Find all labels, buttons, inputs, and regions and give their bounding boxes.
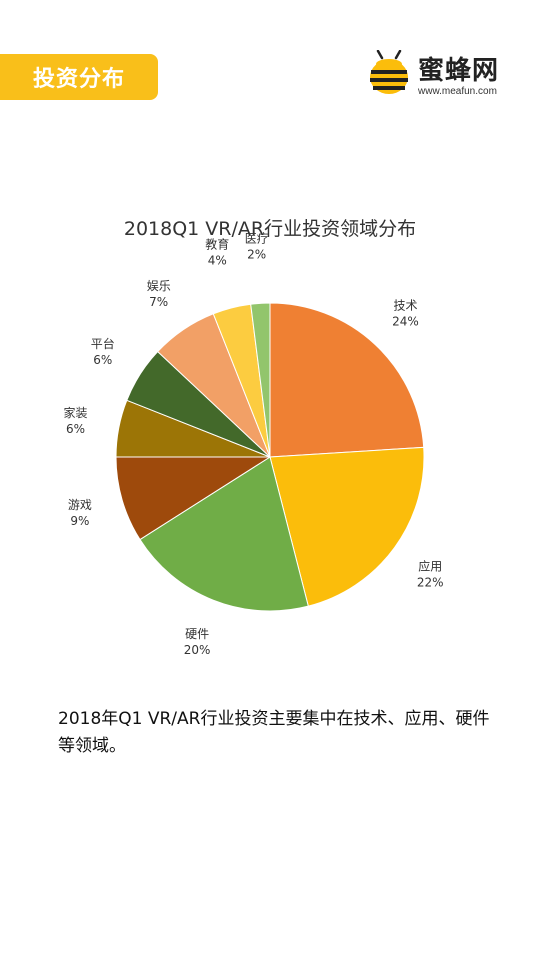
slice-category-label: 家装: [63, 405, 87, 420]
slice-label: 医疗 2%: [245, 231, 269, 261]
section-tag: 投资分布: [0, 54, 158, 100]
slice-category-label: 硬件: [185, 627, 209, 641]
slice-label: 家装 6%: [63, 405, 87, 436]
slice-category-label: 医疗: [245, 231, 269, 245]
slice-category-label: 游戏: [68, 498, 92, 512]
pie-chart: 2018Q1 VR/AR行业投资领域分布 技术 24% 应用 22% 硬件 20% 游戏 9%…: [0, 200, 540, 660]
slice-value-label: 6%: [93, 353, 112, 367]
slice-label: 应用 22%: [417, 558, 444, 589]
chart-title: 2018Q1 VR/AR行业投资领域分布: [123, 218, 417, 240]
slice-label: 游戏 9%: [68, 498, 92, 528]
slice-category-label: 技术: [393, 299, 417, 313]
slice-value-label: 9%: [70, 514, 89, 528]
section-tag-label: 投资分布: [32, 67, 125, 92]
slice-category-label: 平台: [91, 336, 115, 351]
slice-value-label: 6%: [66, 422, 85, 436]
brand-logo: 蜜蜂网 www.meafun.com: [362, 48, 522, 104]
pie-slice: [269, 446, 425, 607]
slice-category-label: 应用: [418, 558, 442, 573]
slice-value-label: 7%: [149, 295, 168, 309]
brand-name: 蜜蜂网: [418, 56, 500, 86]
pie-slice: [250, 302, 271, 458]
bee-icon: [370, 50, 408, 94]
slice-label: 娱乐 7%: [147, 279, 171, 309]
slice-label: 硬件 20%: [184, 627, 211, 657]
slice-value-label: 22%: [417, 575, 444, 589]
slice-label: 平台 6%: [91, 336, 115, 367]
slice-value-label: 24%: [392, 315, 419, 329]
slice-label: 教育 4%: [205, 237, 229, 268]
brand-url: www.meafun.com: [418, 86, 497, 97]
summary-text: 2018年Q1 VR/AR行业投资主要集中在技术、应用、硬件等领域。: [58, 709, 490, 756]
pie-slice: [115, 456, 272, 541]
slice-value-label: 2%: [247, 247, 266, 261]
slice-category-label: 娱乐: [147, 279, 171, 293]
slice-value-label: 20%: [184, 643, 211, 657]
pie-chart-svg: 技术 24% 应用 22% 硬件 20% 游戏 9% 家装 6% 平台 6% 娱乐 7% 教育 4% 医疗 2%: [63, 231, 444, 657]
slice-label: 技术 24%: [392, 299, 419, 329]
pie-slice: [139, 456, 309, 612]
slice-category-label: 教育: [205, 237, 229, 252]
pie-slice: [269, 302, 425, 458]
slice-value-label: 4%: [208, 254, 227, 268]
